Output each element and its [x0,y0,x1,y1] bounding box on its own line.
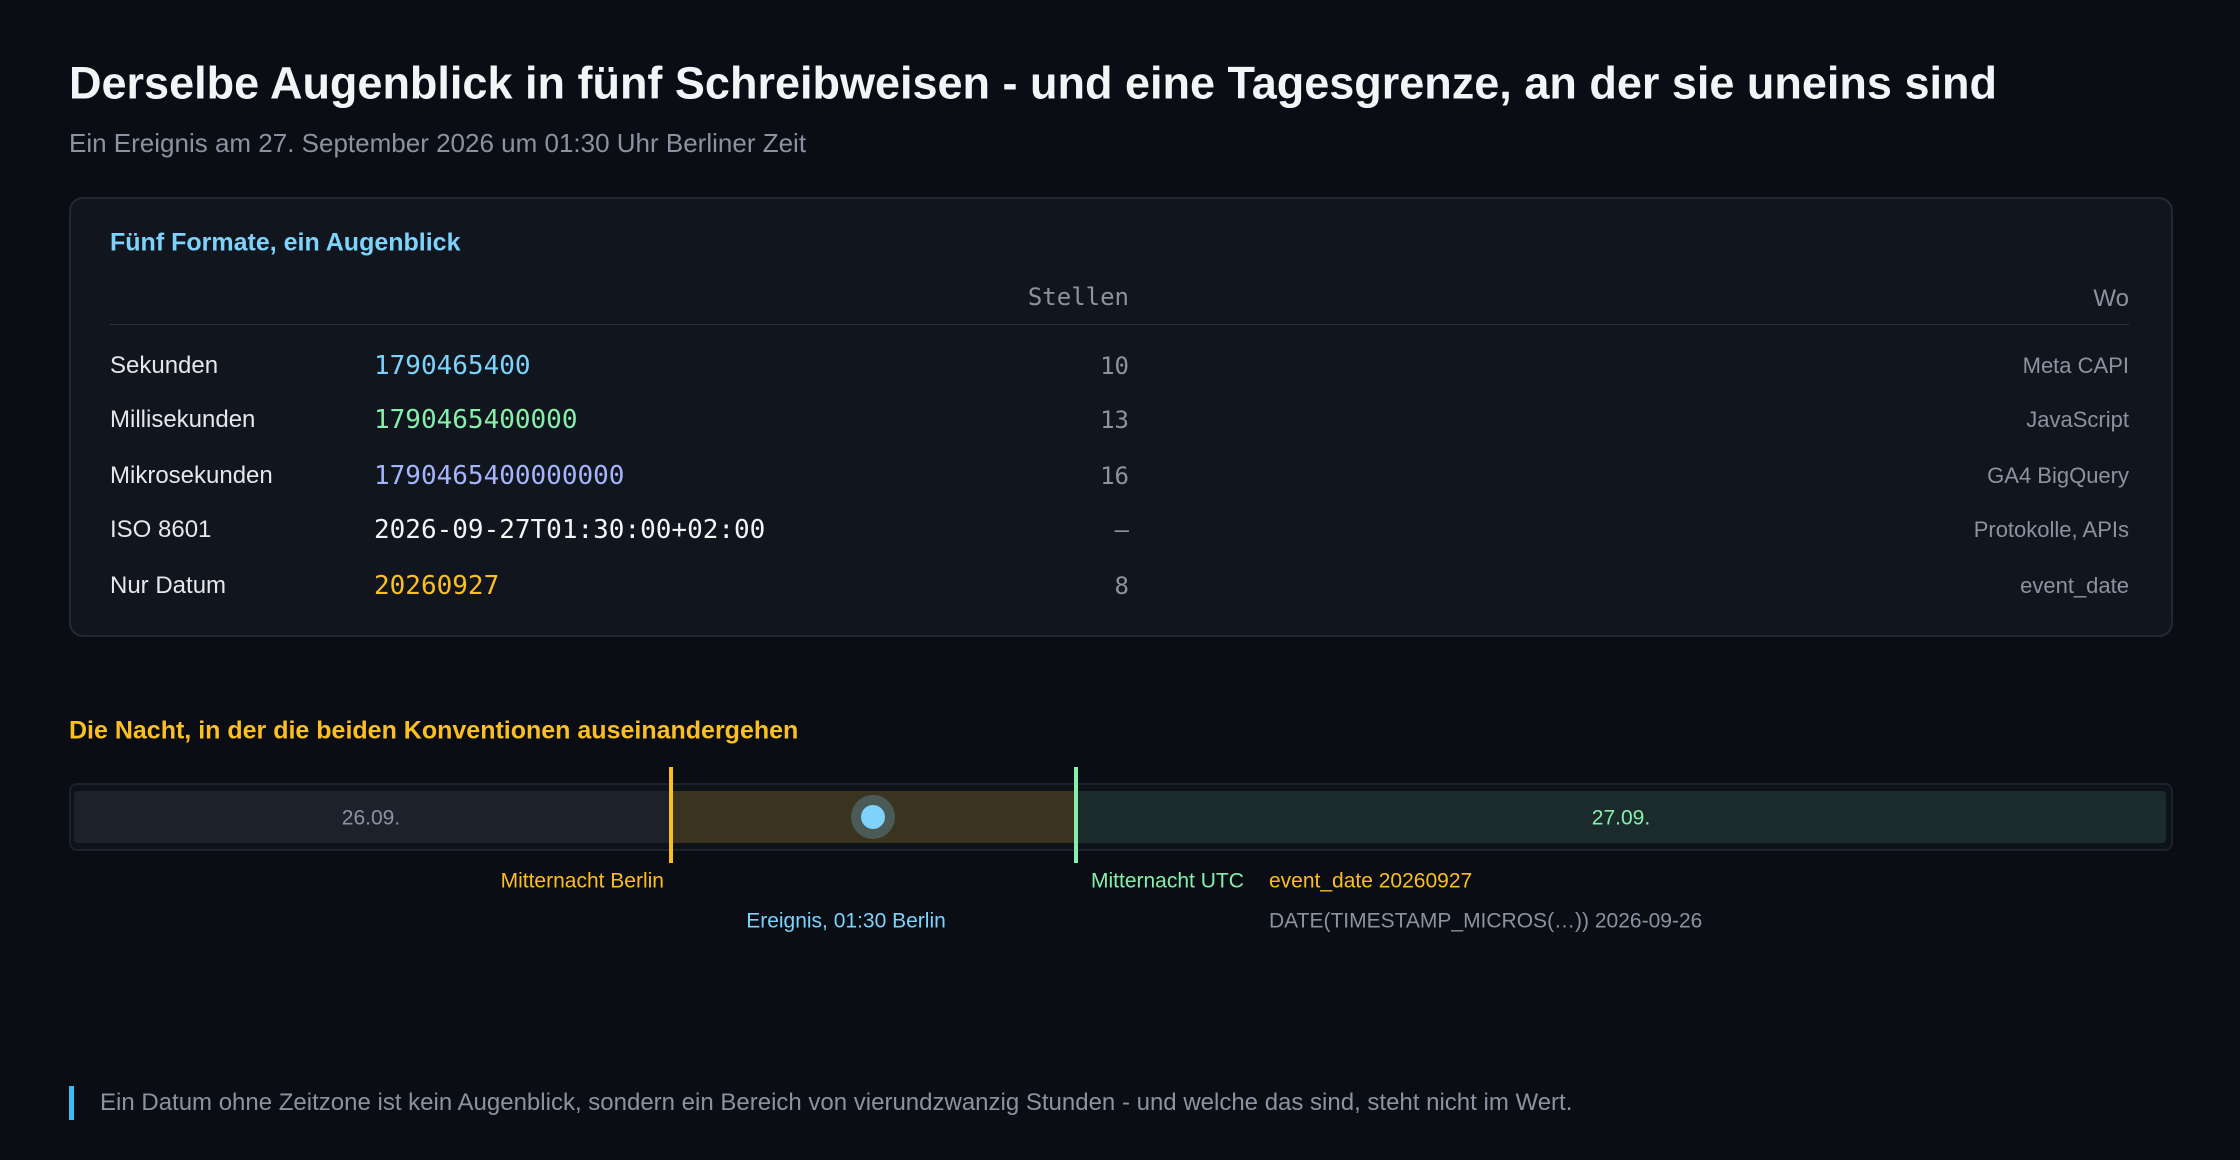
segment-before [74,791,671,843]
row-value: 1790465400 [374,351,531,381]
row-digits: 8 [1114,572,1129,600]
berlin-midnight-line [669,767,673,863]
marker-label: Mitternacht UTC [1091,869,1244,893]
row-digits: 13 [1100,406,1129,434]
row-label: Sekunden [110,352,219,379]
row-where: event_date [2020,573,2129,598]
row-label: ISO 8601 [110,516,212,543]
header-rule [110,324,2129,325]
row-value: 1790465400000 [374,405,578,435]
row-value: 2026-09-27T01:30:00+02:00 [374,515,766,545]
row-label: Millisekunden [110,406,256,433]
utc-midnight-line [1074,767,1078,863]
subtitle: Ein Ereignis am 27. September 2026 um 01… [69,128,807,158]
timeline-heading: Die Nacht, in der die beiden Konventione… [69,716,799,745]
day-label: 27.09. [1591,806,1651,830]
row-label: Nur Datum [110,572,227,599]
event-dot [861,805,885,829]
column-header: Wo [2093,285,2129,312]
row-value: 20260927 [374,571,500,601]
segment-after [1076,791,2166,843]
row-where: Protokolle, APIs [1973,517,2129,542]
card [69,197,2173,637]
row-label: Mikrosekunden [110,462,273,489]
title: Derselbe Augenblick in fünf Schreibweise… [69,57,1997,109]
row-where: Meta CAPI [2022,353,2129,378]
row-where: JavaScript [2026,407,2129,432]
event-label: Ereignis, 01:30 Berlin [746,909,946,933]
row-value: 1790465400000000 [374,461,625,491]
row-digits: 16 [1100,462,1129,490]
column-header: Stellen [1027,283,1129,311]
row-digits: 10 [1100,352,1129,380]
day-label: 26.09. [341,806,401,830]
note: DATE(TIMESTAMP_MICROS(…)) 2026-09-26 [1269,909,1703,933]
note: event_date 20260927 [1269,869,1473,893]
row-digits: – [1114,516,1129,544]
quote: Ein Datum ohne Zeitzone ist kein Augenbl… [100,1089,1573,1116]
row-where: GA4 BigQuery [1987,463,2129,488]
marker-label: Mitternacht Berlin [500,869,664,893]
card-heading: Fünf Formate, ein Augenblick [110,228,461,257]
quote-bar [69,1086,74,1120]
